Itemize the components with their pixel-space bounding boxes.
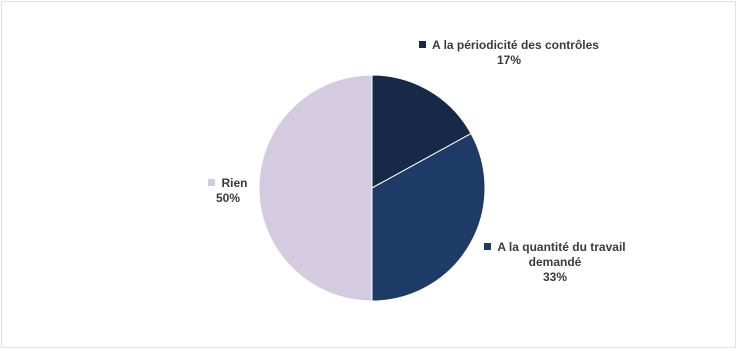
slice-label-quantite: A la quantité du travail demandé bbox=[497, 240, 626, 269]
label-swatch-periodicite bbox=[419, 41, 427, 48]
pie-slice-rien bbox=[258, 74, 373, 302]
data-label-rien: Rien 50% bbox=[200, 176, 256, 206]
pie-slice-periodicite bbox=[371, 74, 472, 189]
pie-slice-quantite bbox=[371, 132, 486, 302]
label-swatch-quantite bbox=[484, 243, 492, 250]
label-swatch-rien bbox=[208, 179, 216, 186]
slice-percent-rien: 50% bbox=[215, 191, 241, 205]
slice-percent-periodicite: 17% bbox=[496, 53, 522, 67]
pie-slices bbox=[258, 74, 486, 302]
slice-percent-quantite: 33% bbox=[542, 270, 568, 284]
slice-label-rien: Rien bbox=[221, 176, 248, 190]
slice-label-periodicite: A la périodicité des contrôles bbox=[432, 38, 599, 52]
data-label-periodicite: A la périodicité des contrôles 17% bbox=[414, 38, 604, 68]
data-label-quantite: A la quantité du travail demandé 33% bbox=[470, 240, 640, 285]
